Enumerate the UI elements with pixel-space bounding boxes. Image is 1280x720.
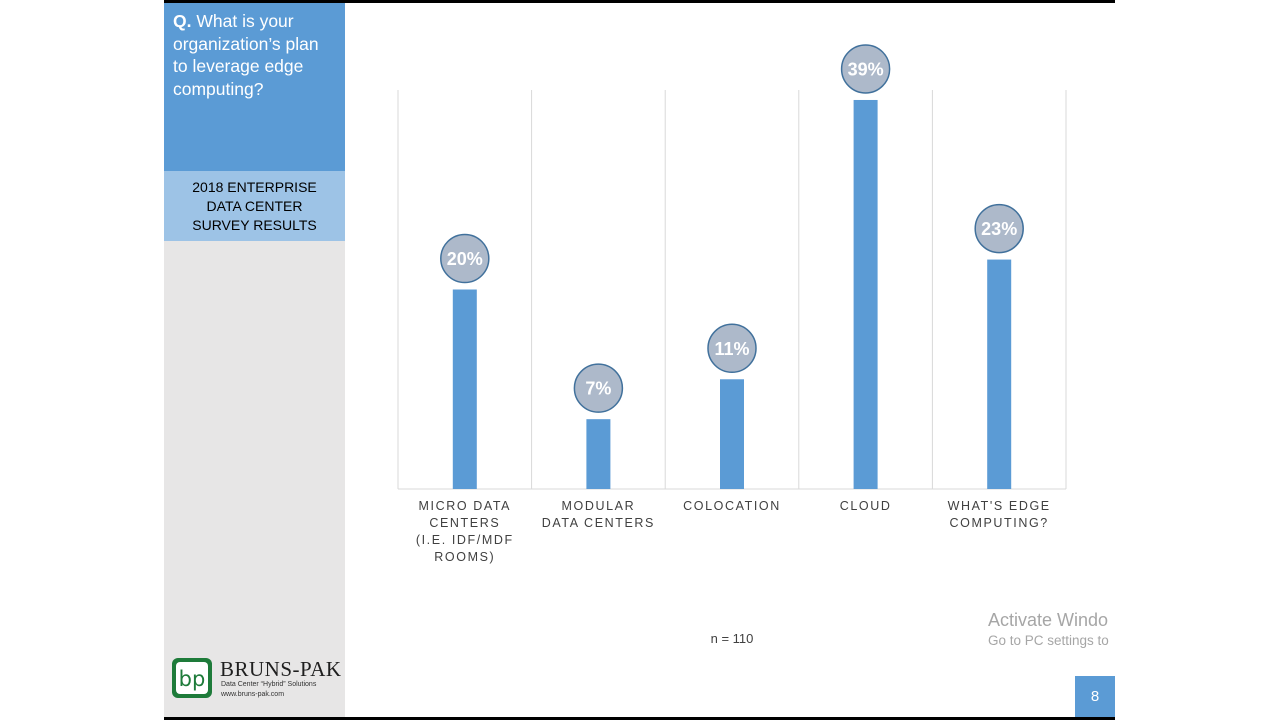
- bar: [853, 99, 878, 489]
- logo-tagline: Data Center “Hybrid” Solutions: [221, 681, 317, 688]
- bar-chart: 20% MICRO DATA CENTERS (I.E. IDF/MDF ROOMS) 7…: [397, 44, 1067, 564]
- data-label-bubble: [573, 363, 624, 413]
- sample-size: n = 110: [710, 631, 754, 646]
- question-body: What is your organization’s plan to leve…: [173, 11, 319, 99]
- data-label-bubble: [840, 44, 891, 94]
- category-label: COMPUTING?: [950, 516, 1049, 530]
- letterbox-left: [0, 0, 164, 720]
- category-label: (I.E. IDF/MDF: [416, 533, 514, 547]
- category-label: MODULAR: [562, 499, 636, 513]
- question-prefix: Q.: [173, 11, 192, 31]
- category-label: CLOUD: [840, 499, 892, 513]
- question-box: Q. What is your organization’s plan to l…: [164, 3, 345, 171]
- page-number: 8: [1075, 676, 1115, 717]
- bar: [987, 259, 1012, 489]
- category-label: ROOMS): [434, 550, 495, 564]
- watermark-title: Activate Windo: [988, 610, 1109, 630]
- data-label-bubble: [440, 233, 490, 284]
- bp-logo-icon: bp: [172, 658, 212, 698]
- category-label: COLOCATION: [683, 499, 781, 513]
- data-label-bubble: [974, 203, 1024, 254]
- logo-url: www.bruns-pak.com: [221, 691, 285, 698]
- bar: [452, 289, 477, 489]
- watermark-subtitle: Go to PC settings to: [988, 633, 1109, 648]
- data-label: 39%: [848, 59, 884, 79]
- logo-name: BRUNS-PAK: [220, 657, 342, 681]
- data-label-bubble: [707, 323, 757, 374]
- data-label: 11%: [714, 339, 749, 359]
- data-label: 23%: [981, 219, 1017, 239]
- slide: Q. What is your organization’s plan to l…: [164, 3, 1115, 717]
- category-label: DATA CENTERS: [542, 516, 655, 530]
- category-label: MICRO DATA: [418, 499, 511, 513]
- svg-text:bp: bp: [179, 667, 206, 691]
- category-label: CENTERS: [429, 516, 500, 530]
- question-text: Q. What is your organization’s plan to l…: [173, 10, 338, 100]
- letterbox-right: [1115, 0, 1280, 720]
- sidebar: Q. What is your organization’s plan to l…: [164, 3, 345, 717]
- activation-watermark: Activate Windo Go to PC settings to: [988, 609, 1115, 659]
- data-label: 20%: [447, 249, 483, 269]
- survey-label-box: 2018 ENTERPRISE DATA CENTER SURVEY RESUL…: [164, 171, 345, 241]
- data-label: 7%: [585, 379, 611, 399]
- category-label: WHAT'S EDGE: [948, 499, 1051, 513]
- bar: [586, 419, 611, 489]
- bruns-pak-logo: bp BRUNS-PAK Data Center “Hybrid” Soluti…: [171, 655, 341, 705]
- bar: [720, 379, 744, 489]
- survey-label: 2018 ENTERPRISE DATA CENTER SURVEY RESUL…: [192, 178, 317, 233]
